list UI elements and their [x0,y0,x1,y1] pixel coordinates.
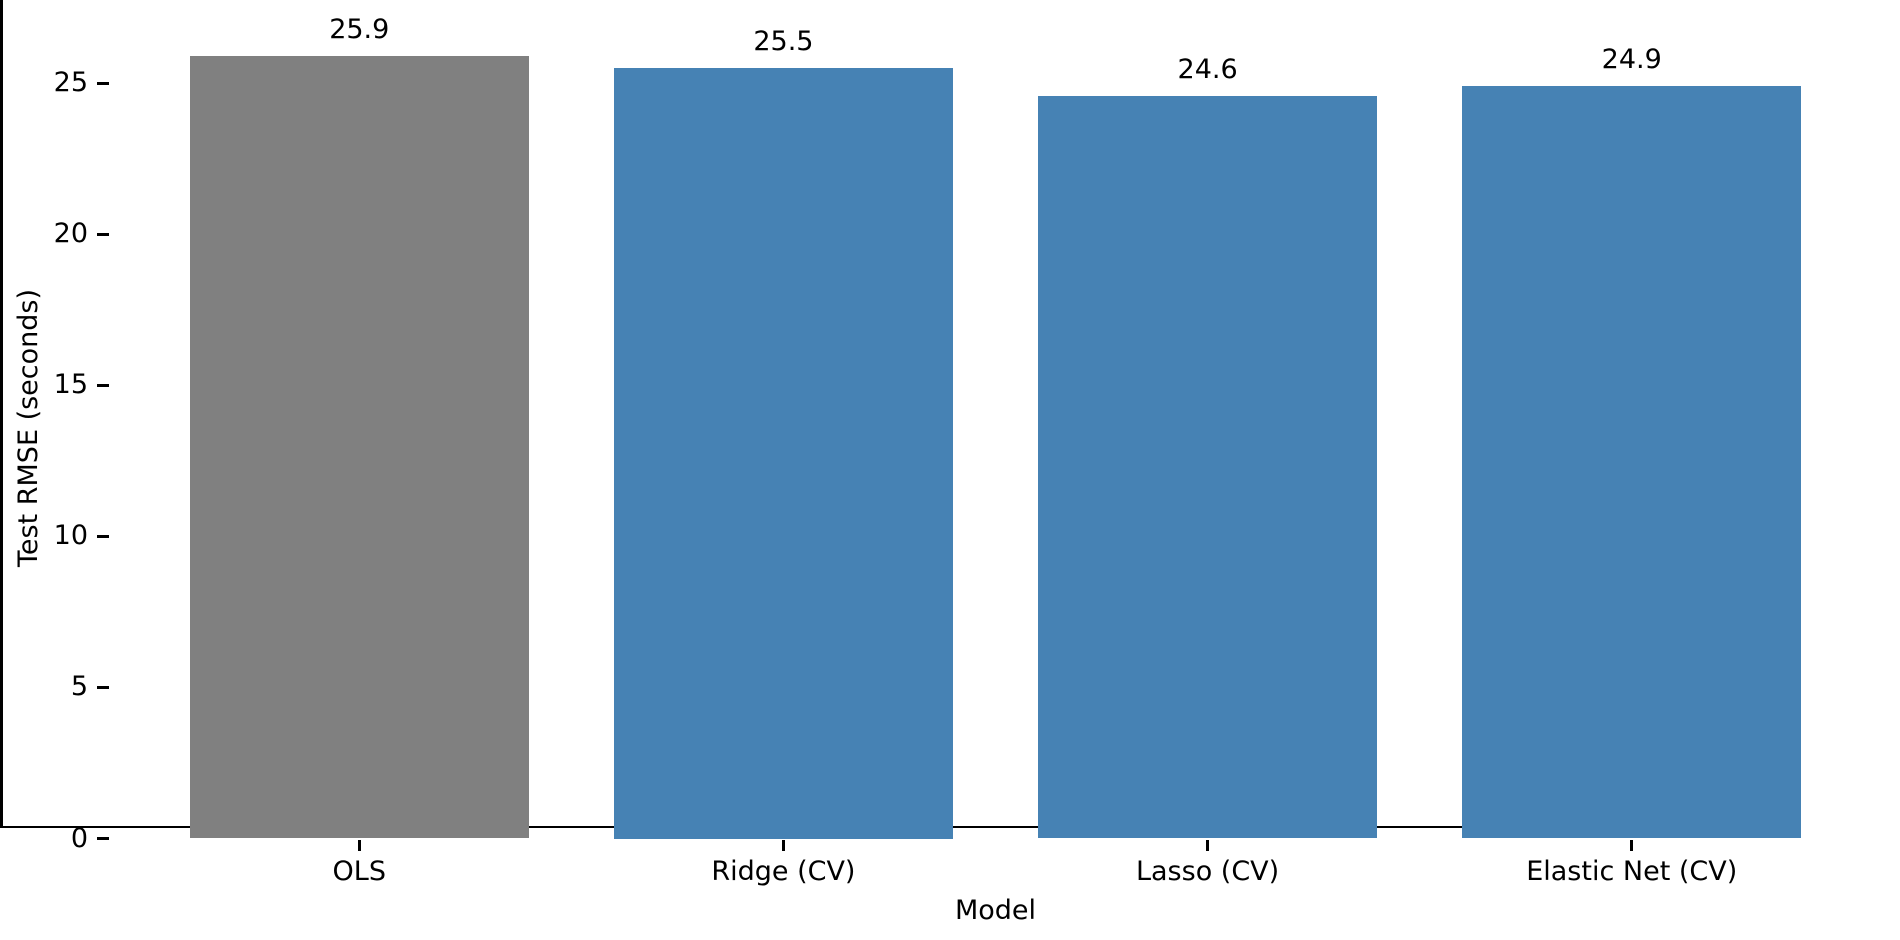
bar-elastic-net-cv [1462,86,1802,839]
y-tick-mark [96,837,109,840]
x-axis-label: Model [954,895,1037,926]
x-tick-mark [782,839,785,851]
y-tick-label: 20 [53,218,88,250]
x-tick-mark [1206,839,1209,851]
bar-value-label: 25.5 [753,26,814,58]
y-tick-label: 15 [53,369,88,401]
x-category-label-elastic-net-cv: Elastic Net (CV) [1526,856,1738,887]
y-tick-label: 0 [70,822,88,854]
bar-value-label: 25.9 [329,14,390,46]
x-tick-mark [1630,839,1633,851]
y-tick-mark [96,82,109,85]
bar-lasso-cv [1037,95,1378,839]
y-tick-mark [96,535,109,538]
bar-value-label: 24.6 [1177,53,1238,85]
y-tick-label: 10 [53,520,88,552]
x-category-label-ols: OLS [332,856,386,887]
left-spine [0,0,3,826]
bar-ridge-cv [613,68,954,839]
y-tick-mark [96,686,109,689]
x-category-label-lasso-cv: Lasso (CV) [1135,856,1280,887]
bar-ols [189,56,529,839]
x-category-label-ridge-cv: Ridge (CV) [711,856,856,887]
y-tick-mark [96,233,109,236]
y-tick-label: 25 [53,67,88,99]
x-tick-mark [358,839,361,851]
y-tick-mark [96,384,109,387]
bar-value-label: 24.9 [1601,44,1662,76]
y-tick-label: 5 [70,671,88,703]
